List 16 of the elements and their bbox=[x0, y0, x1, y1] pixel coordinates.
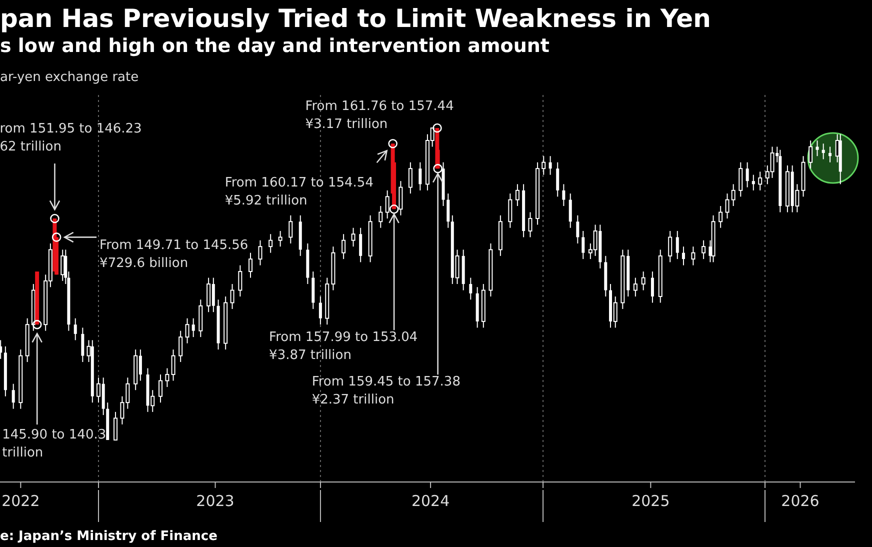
annotation: From 161.76 to 157.44 ¥3.17 trillion bbox=[305, 99, 454, 132]
annotation: From 159.45 to 157.38 ¥2.37 trillion bbox=[312, 374, 460, 408]
x-tick-label: 2022 bbox=[2, 492, 40, 510]
annotation: From 157.99 to 153.04 ¥3.87 trillion bbox=[269, 330, 418, 364]
chart-subtitle: s low and high on the day and intervention amount bbox=[0, 35, 550, 57]
text: e: Japan’s Ministry of Finance bbox=[0, 529, 218, 544]
annotation: From 160.17 to 154.54 ¥5.92 trillion bbox=[224, 176, 374, 209]
x-tick-label: 2024 bbox=[411, 492, 450, 510]
annotation: 145.90 to 140.3 trillion bbox=[2, 428, 106, 461]
x-tick-label: 2023 bbox=[196, 492, 234, 510]
annotation: From 149.71 to 145.56 ¥729.6 billion bbox=[100, 238, 248, 272]
annotation: rom 151.95 to 146.23 62 trillion bbox=[0, 121, 142, 154]
x-tick-label: 2025 bbox=[632, 492, 670, 510]
y-axis-title: ar-yen exchange rate bbox=[0, 70, 139, 85]
x-tick-label: 2026 bbox=[781, 492, 820, 510]
chart-title: pan Has Previously Tried to Limit Weakness in Yen bbox=[0, 4, 711, 33]
